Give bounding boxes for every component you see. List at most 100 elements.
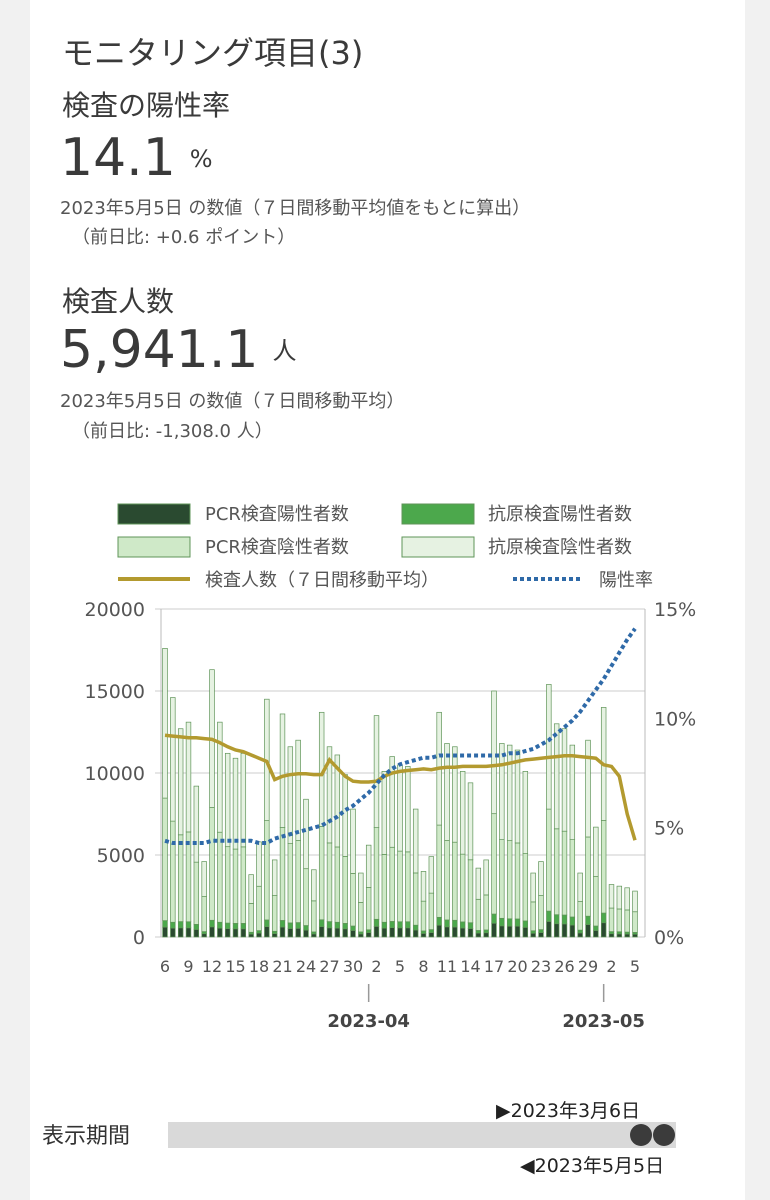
- bar-4/11: [444, 743, 450, 938]
- bar-segment-antigen-neg: [459, 771, 466, 855]
- bar-segment-pcr-pos: [287, 928, 294, 938]
- x-tick-label: 18: [249, 957, 269, 976]
- bar-3/29: [342, 774, 348, 938]
- x-tick-label: 5: [630, 957, 640, 976]
- bar-segment-antigen-neg: [256, 841, 262, 887]
- bar-segment-antigen-pos: [256, 930, 262, 934]
- bar-segment-pcr-neg: [436, 824, 442, 918]
- bar-4/21: [522, 771, 529, 938]
- x-tick-label: 8: [418, 957, 428, 976]
- bar-segment-antigen-neg: [303, 798, 309, 870]
- bar-4/5: [397, 764, 403, 938]
- bar-4/27: [569, 744, 576, 938]
- bar-segment-antigen-pos: [530, 930, 536, 934]
- legend-label-antigen-pos[interactable]: 抗原検査陽性者数: [488, 504, 632, 525]
- bar-3/12: [209, 669, 215, 938]
- bar-segment-antigen-pos: [162, 920, 168, 928]
- bar-segment-antigen-neg: [287, 746, 294, 844]
- bar-4/20: [514, 749, 521, 938]
- positivity-unit: %: [189, 145, 213, 173]
- x-tick-label: 23: [531, 957, 551, 976]
- legend-swatch-antigen-neg[interactable]: [401, 536, 475, 558]
- bar-segment-antigen-neg: [365, 844, 372, 888]
- bar-segment-antigen-pos: [459, 921, 466, 929]
- bar-segment-pcr-pos: [593, 930, 599, 938]
- bar-segment-pcr-neg: [483, 894, 489, 931]
- bar-segment-pcr-neg: [264, 820, 270, 921]
- bar-segment-pcr-neg: [412, 872, 419, 926]
- bar-segment-pcr-neg: [600, 820, 607, 914]
- period-start-handle[interactable]: [630, 1124, 652, 1146]
- bar-segment-antigen-neg: [632, 890, 638, 913]
- bar-segment-pcr-pos: [405, 927, 411, 938]
- bar-segment-antigen-neg: [217, 721, 223, 833]
- legend-label-rate[interactable]: 陽性率: [599, 570, 653, 591]
- bar-segment-pcr-neg: [271, 895, 278, 932]
- y-right-tick-label: 0%: [654, 927, 684, 949]
- bar-segment-pcr-pos: [358, 933, 364, 938]
- section-title: モニタリング項目(3): [62, 34, 364, 72]
- bar-segment-pcr-pos: [264, 926, 270, 938]
- bar-segment-pcr-pos: [530, 932, 536, 938]
- positivity-heading: 検査の陽性率: [62, 89, 231, 122]
- bar-4/2: [373, 715, 380, 938]
- bar-segment-pcr-pos: [506, 925, 513, 938]
- x-month-label: 2023-04: [327, 1011, 410, 1032]
- bar-segment-pcr-neg: [514, 842, 521, 920]
- bar-segment-pcr-pos: [608, 933, 615, 938]
- bar-segment-pcr-pos: [334, 927, 341, 938]
- x-tick-label: 11: [437, 957, 457, 976]
- bar-segment-antigen-pos: [224, 922, 231, 929]
- bar-segment-antigen-pos: [491, 913, 497, 924]
- bar-segment-pcr-neg: [405, 851, 411, 923]
- bar-segment-antigen-neg: [522, 771, 529, 854]
- bar-segment-antigen-neg: [240, 752, 247, 848]
- bar-segment-pcr-neg: [491, 813, 497, 915]
- legend-label-pcr-neg[interactable]: PCR検査陰性者数: [205, 537, 349, 558]
- bar-4/7: [412, 808, 419, 938]
- bar-segment-pcr-neg: [311, 900, 317, 933]
- bar-segment-pcr-neg: [585, 836, 591, 917]
- y-right-tick-label: 10%: [654, 708, 696, 730]
- legend-label-tests[interactable]: 検査人数（７日間移動平均）: [205, 570, 439, 591]
- bar-3/17: [248, 874, 254, 938]
- y-left-tick-label: 0: [133, 927, 145, 949]
- bar-segment-antigen-neg: [553, 723, 560, 830]
- bar-segment-antigen-pos: [506, 918, 513, 927]
- testing-chart: PCR検査陽性者数 抗原検査陽性者数 PCR検査陰性者数 抗原検査陰性者数 検査…: [85, 503, 696, 1032]
- bar-segment-antigen-pos: [538, 929, 544, 933]
- period-slider-track[interactable]: [168, 1122, 676, 1148]
- legend-swatch-antigen-pos[interactable]: [401, 503, 475, 525]
- bar-3/15: [232, 757, 239, 938]
- bar-segment-antigen-pos: [318, 919, 325, 928]
- bar-segment-pcr-pos: [412, 929, 419, 938]
- legend-label-antigen-neg[interactable]: 抗原検査陰性者数: [488, 537, 632, 558]
- bar-4/10: [436, 711, 442, 938]
- bar-4/3: [381, 771, 388, 938]
- bar-segment-antigen-pos: [428, 929, 435, 933]
- period-end-handle[interactable]: [653, 1124, 675, 1146]
- x-tick-label: 21: [272, 957, 292, 976]
- bar-5/4: [624, 887, 630, 938]
- bar-4/14: [467, 782, 474, 938]
- bar-segment-pcr-pos: [224, 928, 231, 938]
- bar-segment-pcr-pos: [342, 928, 348, 938]
- bar-segment-antigen-neg: [279, 713, 286, 828]
- bar-4/17: [491, 690, 497, 938]
- bar-4/24: [546, 684, 552, 938]
- bar-3/19: [264, 698, 270, 938]
- bar-segment-antigen-pos: [452, 919, 458, 928]
- bar-3/6: [162, 648, 168, 938]
- bar-segment-antigen-pos: [295, 922, 301, 929]
- bar-segment-pcr-pos: [577, 932, 583, 938]
- legend-swatch-pcr-pos[interactable]: [117, 503, 191, 525]
- x-tick-label: 20: [507, 957, 527, 976]
- bar-segment-pcr-pos: [303, 929, 309, 938]
- legend-label-pcr-pos[interactable]: PCR検査陽性者数: [205, 504, 349, 525]
- bar-segment-pcr-pos: [232, 928, 239, 938]
- bar-segment-pcr-neg: [201, 896, 207, 932]
- bar-3/14: [224, 752, 231, 938]
- bar-segment-pcr-pos: [553, 923, 560, 938]
- bar-3/21: [279, 713, 286, 938]
- legend-swatch-pcr-neg[interactable]: [117, 536, 191, 558]
